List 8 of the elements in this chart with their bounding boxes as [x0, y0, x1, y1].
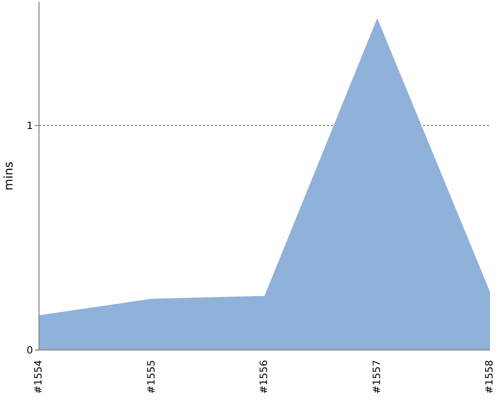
- x-tick-label: #1557: [372, 360, 383, 394]
- x-tick-label: #1556: [259, 360, 270, 394]
- y-axis-title: mins: [1, 162, 16, 190]
- y-tick-label: 1: [26, 121, 33, 132]
- x-tick-label: #1558: [484, 360, 496, 394]
- x-tick-label: #1555: [146, 360, 158, 394]
- y-tick-label: 0: [26, 346, 33, 357]
- x-tick-label: #1554: [34, 360, 44, 394]
